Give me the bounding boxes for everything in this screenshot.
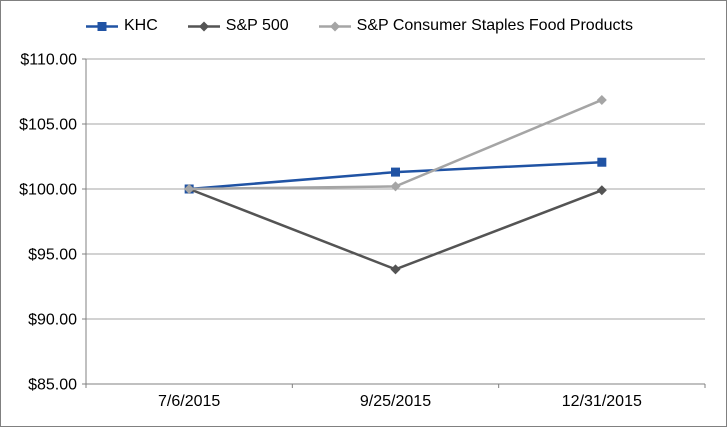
y-axis-label: $95.00 [28, 247, 77, 264]
legend-item-1: KHC [86, 17, 158, 35]
data-point-marker [390, 264, 401, 275]
legend-item-3: S&P Consumer Staples Food Products [318, 17, 633, 35]
x-axis-label: 7/6/2015 [158, 393, 220, 410]
x-axis-label: 9/25/2015 [360, 393, 431, 410]
x-axis-label: 12/31/2015 [562, 393, 642, 410]
y-axis-label: $100.00 [19, 182, 77, 199]
data-point-marker [597, 157, 607, 167]
legend-marker-shape [97, 21, 107, 31]
data-point-marker [596, 94, 607, 105]
legend-marker-icon [318, 21, 351, 31]
data-point-marker [184, 184, 195, 194]
legend-label: KHC [124, 17, 158, 34]
legend-label: S&P 500 [225, 17, 289, 34]
legend-marker-icon [187, 21, 220, 31]
data-point-marker [596, 185, 607, 196]
legend-marker-icon [86, 21, 118, 31]
data-point-marker [391, 167, 400, 177]
y-axis-label: $105.00 [19, 117, 77, 134]
series-line [188, 187, 603, 271]
y-axis-label: $110.00 [20, 52, 77, 69]
legend-item-2: S&P 500 [187, 17, 289, 35]
series-2 [184, 184, 607, 275]
data-point-marker [390, 181, 401, 192]
legend-label: S&P Consumer Staples Food Products [356, 17, 633, 34]
chart-legend: KHC S&P 500 S&P Consumer Staples Food Prod… [86, 17, 633, 35]
y-axis-label: $90.00 [28, 312, 77, 329]
y-axis-label: $85.00 [28, 377, 77, 394]
legend-marker-shape [329, 21, 340, 31]
series-3 [184, 94, 607, 194]
legend-marker-shape [198, 21, 209, 31]
